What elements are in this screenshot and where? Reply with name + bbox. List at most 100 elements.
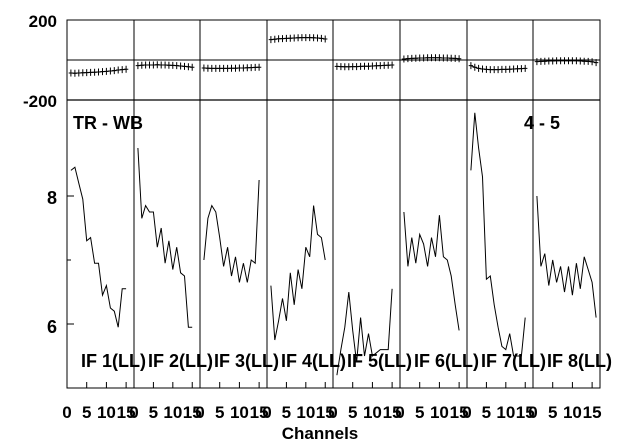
phase-point (574, 57, 579, 65)
phase-point (546, 57, 551, 65)
phase-point (280, 35, 285, 43)
phase-point (354, 63, 359, 71)
phase-point (143, 61, 148, 69)
phase-point (303, 34, 308, 42)
phase-point (562, 57, 567, 65)
amplitude-series-line (336, 288, 393, 376)
panel-label: IF 5(LL) (347, 351, 412, 371)
phase-point (249, 64, 254, 72)
phase-point (92, 68, 97, 76)
phase-point (495, 66, 501, 74)
phase-point (534, 58, 540, 66)
phase-point (147, 61, 152, 69)
phase-point (350, 63, 355, 71)
phase-point (288, 34, 293, 42)
phase-point (389, 61, 395, 69)
phase-point (319, 34, 324, 42)
x-tick-label: 15 (383, 403, 402, 422)
amp-tick-8: 8 (47, 188, 57, 208)
phase-point (382, 61, 387, 69)
x-tick-label: 0 (129, 403, 138, 422)
phase-point (542, 57, 547, 65)
phase-point (338, 63, 344, 71)
panel-label: IF 3(LL) (214, 351, 279, 371)
phase-point (342, 63, 347, 71)
panel-frames (66, 19, 601, 389)
phase-point (295, 34, 301, 42)
amplitude-series-line (203, 179, 260, 283)
phase-point (429, 54, 434, 62)
x-tick-label: 5 (149, 403, 158, 422)
amp-tick-6: 6 (47, 317, 57, 337)
x-tick-label: 10 (430, 403, 449, 422)
phase-point (166, 61, 172, 69)
phase-point (425, 54, 430, 62)
phase-point (554, 57, 559, 65)
phase-point (209, 64, 214, 72)
x-tick-label: 15 (583, 403, 602, 422)
phase-point (201, 64, 207, 72)
phase-point (272, 35, 277, 43)
phase-point (578, 57, 583, 65)
x-tick-label: 5 (215, 403, 224, 422)
phase-point (182, 62, 187, 70)
phase-point (72, 69, 78, 77)
phase-point (386, 61, 391, 69)
phase-point (205, 64, 211, 72)
phase-point (468, 62, 474, 70)
phase-point (492, 66, 497, 74)
phase-point (162, 61, 168, 69)
phase-point (480, 65, 485, 73)
phase-point (370, 62, 375, 70)
x-tick-label: 10 (163, 403, 182, 422)
phase-point (108, 67, 113, 75)
phase-point (237, 64, 242, 72)
phase-point (221, 64, 226, 72)
phase-point (112, 67, 117, 75)
x-tick-label: 15 (316, 403, 335, 422)
amplitude-series-line (470, 112, 526, 357)
x-tick-labels: 0 5 10 150 5 10 150 5 10 150 5 10 150 5 10 150 5 10 150 5 10… (62, 403, 601, 422)
panel-label: IF 8(LL) (547, 351, 612, 371)
x-tick-label: 10 (296, 403, 315, 422)
phase-point (334, 62, 340, 70)
phase-point (135, 62, 141, 70)
phase-point (315, 34, 320, 42)
baseline-label: TR - WB (73, 113, 143, 133)
phase-point (186, 63, 191, 71)
phase-point (558, 57, 563, 65)
phase-point (593, 59, 599, 67)
phase-point (417, 54, 422, 62)
phase-point (366, 62, 371, 70)
phase-point (449, 54, 454, 62)
x-tick-label: 0 (195, 403, 204, 422)
phase-point (499, 65, 505, 73)
panel-label: IF 4(LL) (281, 351, 346, 371)
phase-point (523, 64, 528, 72)
phase-point (511, 65, 516, 73)
amplitude-series-line (70, 166, 127, 328)
x-tick-label: 0 (62, 403, 71, 422)
phase-point (358, 62, 363, 70)
x-axis-label: Channels (282, 424, 359, 442)
phase-point (299, 34, 305, 42)
phase-point (441, 54, 446, 62)
phase-point (253, 63, 258, 71)
phase-point (374, 62, 379, 70)
phase-point (405, 55, 411, 63)
phase-point (225, 64, 230, 72)
phase-point (120, 66, 125, 74)
x-tick-label: 5 (82, 403, 91, 422)
phase-point (582, 57, 587, 65)
phase-point (484, 65, 489, 73)
phase-point (421, 54, 426, 62)
panel-label: IF 1(LL) (81, 351, 146, 371)
phase-tick-top: 200 (29, 12, 57, 31)
phase-tick-bottom: -200 (23, 92, 57, 111)
phase-point (229, 64, 234, 72)
amplitude-series-line (403, 211, 460, 331)
x-tick-label: 15 (250, 403, 269, 422)
text-labels: 200 -200 TR - WB 4 - 5 8 6 Channels (23, 12, 560, 443)
phase-point (268, 36, 274, 44)
